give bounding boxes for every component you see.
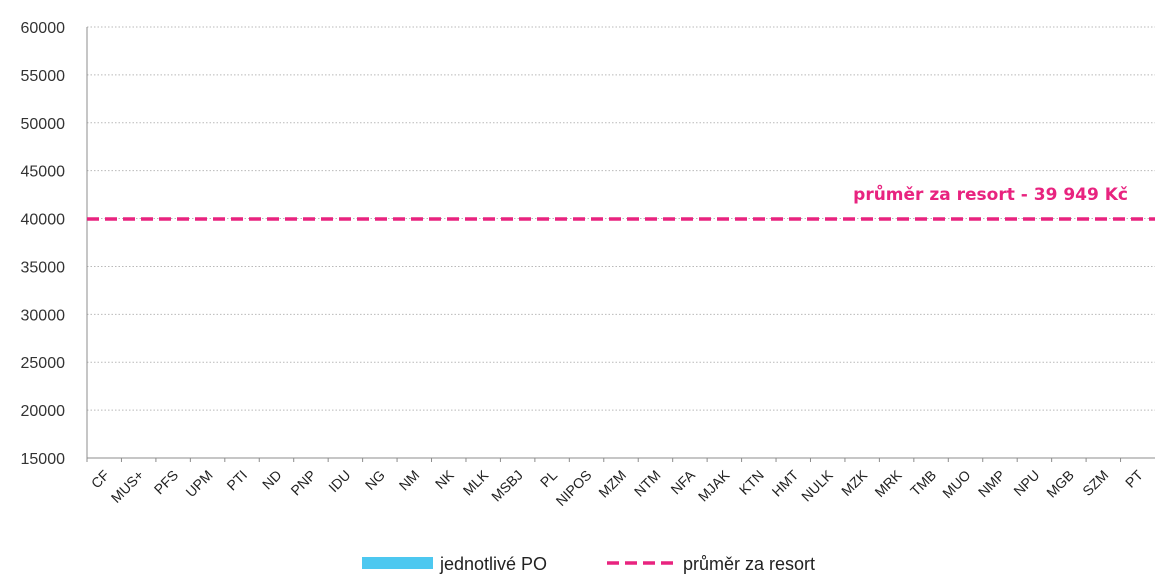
x-tick-label: PT [1122,466,1146,490]
y-tick-label: 15000 [21,451,66,468]
x-tick-label: NIPOS [553,467,595,509]
x-tick-label: SZM [1079,467,1111,499]
x-tick-label: PFS [151,467,182,498]
x-tick-label: UPM [182,467,215,500]
y-tick-label: 50000 [21,116,66,133]
legend: jednotlivé PO průměr za resort [362,554,815,574]
x-tick-label: TMB [907,467,939,499]
x-tick-label: ND [259,467,285,493]
x-tick-label: PNP [287,467,319,499]
x-tick-label: IDU [325,467,353,495]
x-tick-label: MUS+ [108,467,147,506]
x-tick-label: NULK [798,466,836,504]
legend-bar-swatch [362,557,433,569]
x-tick-label: MJAK [695,466,733,504]
x-tick-label: NMP [975,467,1008,500]
y-tick-label: 55000 [21,68,66,85]
x-tick-label: HMT [769,466,802,499]
x-tick-label: NG [362,467,388,493]
x-tick-label: PL [537,467,561,491]
x-tick-label: NFA [667,466,698,497]
y-tick-label: 25000 [21,355,66,372]
x-tick-label: NK [432,466,458,492]
x-tick-label: KTN [736,467,767,498]
x-tick-label: CF [88,467,113,492]
y-tick-label: 60000 [21,20,66,37]
legend-bar-label: jednotlivé PO [439,554,547,574]
y-axis: 15000 20000 25000 30000 35000 40000 45000 50000… [21,20,88,468]
x-tick-label: MUO [939,467,973,501]
x-tick-label: MGB [1043,467,1077,501]
x-tick-label: MRK [871,466,905,500]
x-tick-label: MZM [595,467,629,501]
y-tick-label: 30000 [21,307,66,324]
x-tick-label: MSBJ [488,467,526,505]
x-tick-label: MLK [460,466,492,498]
x-tick-label: PTI [223,467,250,494]
average-annotation: průměr za resort - 39 949 Kč [853,183,1128,205]
y-tick-label: 40000 [21,212,66,229]
y-tick-label: 20000 [21,403,66,420]
y-tick-label: 45000 [21,164,66,181]
x-tick-label: NTM [631,467,664,500]
x-tick-label: MZK [838,466,871,499]
legend-line-label: průměr za resort [683,554,815,574]
x-tick-label: NPU [1010,467,1042,499]
y-tick-label: 35000 [21,259,66,276]
x-tick-label: NM [396,467,423,494]
